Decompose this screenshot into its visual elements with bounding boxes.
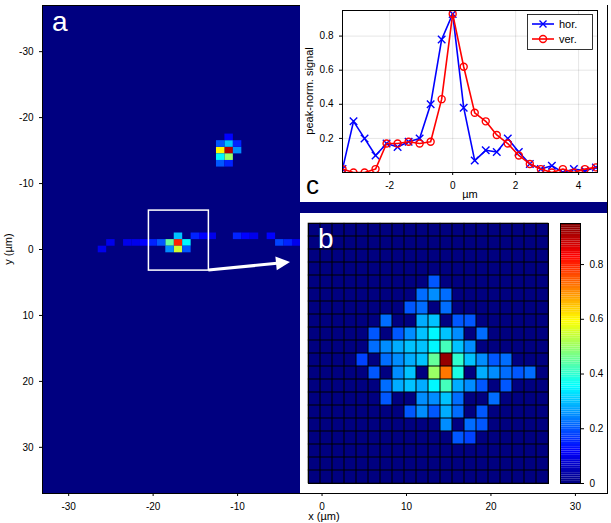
- svg-text:10: 10: [401, 501, 413, 512]
- svg-text:20: 20: [22, 376, 34, 387]
- svg-text:-20: -20: [19, 112, 34, 123]
- svg-text:0: 0: [450, 180, 456, 191]
- svg-text:-10: -10: [230, 501, 245, 512]
- html-text:x (µm): x (µm): [308, 509, 340, 522]
- svg-text:-10: -10: [19, 178, 34, 189]
- svg-text:0.8: 0.8: [320, 30, 334, 41]
- svg-text:4: 4: [576, 180, 582, 191]
- svg-text:0: 0: [590, 478, 596, 488]
- html-text:µm: µm: [462, 187, 478, 200]
- svg-text:hor.: hor.: [559, 18, 577, 30]
- html-text:b: b: [318, 223, 334, 254]
- svg-text:-20: -20: [146, 501, 161, 512]
- svg-text:0: 0: [319, 500, 325, 512]
- svg-text:0: 0: [28, 244, 34, 255]
- svg-text:30: 30: [22, 442, 34, 453]
- svg-text:30: 30: [570, 501, 582, 512]
- html-text:y (µm): y (µm): [1, 233, 14, 265]
- svg-text:-30: -30: [61, 501, 76, 512]
- svg-text:0.4: 0.4: [590, 368, 604, 379]
- svg-text:0.2: 0.2: [320, 133, 334, 144]
- svg-text:20: 20: [485, 501, 497, 512]
- svg-text:0.2: 0.2: [590, 423, 604, 434]
- html-text:c: c: [306, 170, 319, 200]
- svg-text:0.6: 0.6: [320, 64, 334, 75]
- svg-text:2: 2: [513, 180, 519, 191]
- svg-text:10: 10: [22, 310, 34, 321]
- svg-text:-30: -30: [19, 46, 34, 57]
- html-text:peak-norm. signal: peak-norm. signal: [302, 47, 315, 135]
- svg-text:0.6: 0.6: [590, 313, 604, 324]
- html-text:a: a: [52, 6, 68, 37]
- svg-text:0.8: 0.8: [590, 259, 604, 270]
- svg-text:0.4: 0.4: [320, 98, 334, 109]
- svg-text:ver.: ver.: [559, 33, 577, 45]
- svg-text:-2: -2: [385, 180, 394, 191]
